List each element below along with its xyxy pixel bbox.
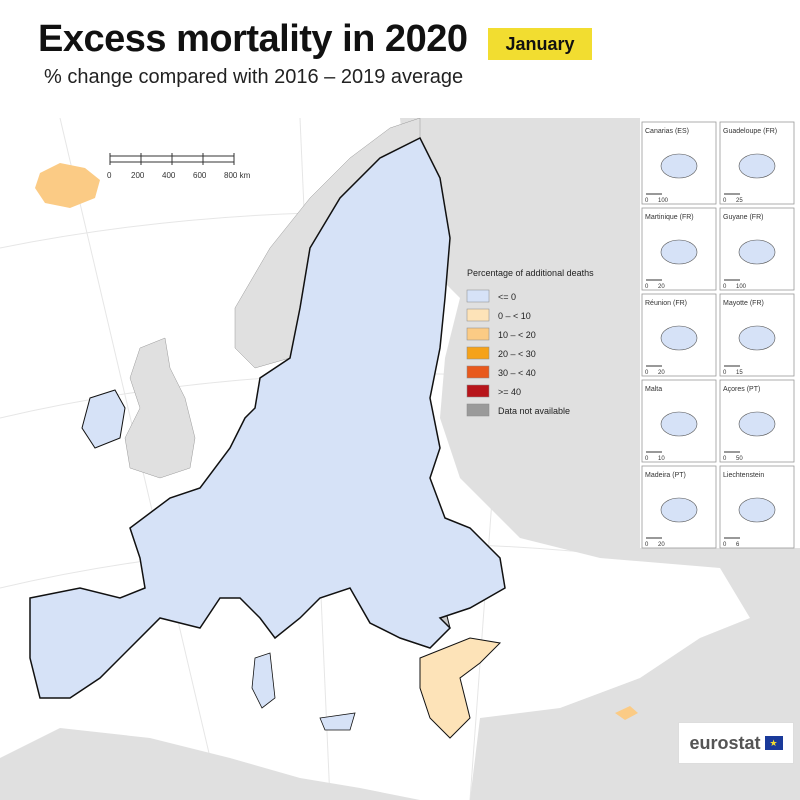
- inset-scale-end: 20: [658, 542, 665, 548]
- inset-map: Martinique (FR) 0 20: [641, 207, 717, 291]
- scale-tick-1: 200: [131, 171, 145, 180]
- country-iceland: [35, 163, 100, 208]
- inset-map: Réunion (FR) 0 20: [641, 293, 717, 377]
- inset-scale-start: 0: [645, 284, 649, 290]
- inset-scale-start: 0: [645, 456, 649, 462]
- inset-map: Liechtenstein 0 6: [719, 465, 795, 549]
- inset-label: Madeira (PT): [645, 472, 686, 479]
- inset-label: Mayotte (FR): [723, 300, 764, 307]
- legend-swatch: [466, 365, 490, 379]
- country-cyprus: [615, 706, 638, 720]
- inset-label: Liechtenstein: [723, 472, 764, 479]
- inset-label: Martinique (FR): [645, 214, 694, 221]
- legend: Percentage of additional deaths <= 0 0 – …: [466, 268, 594, 417]
- inset-label: Guadeloupe (FR): [723, 128, 777, 135]
- inset-scale-end: 6: [736, 542, 740, 548]
- legend-swatch: [466, 289, 490, 303]
- inset-territory: [660, 239, 698, 265]
- inset-scale-end: 20: [658, 370, 665, 376]
- inset-territory: [738, 153, 776, 179]
- inset-label: Canarias (ES): [645, 128, 689, 135]
- inset-scale-start: 0: [723, 198, 727, 204]
- inset-scale-end: 100: [736, 284, 747, 290]
- legend-label: 10 – < 20: [498, 330, 536, 340]
- scale-bar: 0 200 400 600 800 km: [107, 153, 251, 180]
- legend-swatch: [466, 327, 490, 341]
- legend-label: 0 – < 10: [498, 311, 531, 321]
- inset-scale-end: 20: [658, 284, 665, 290]
- inset-scale-start: 0: [645, 370, 649, 376]
- inset-scale-start: 0: [723, 284, 727, 290]
- inset-map: Guyane (FR) 0 100: [719, 207, 795, 291]
- inset-map: Açores (PT) 0 50: [719, 379, 795, 463]
- inset-scale-end: 10: [658, 456, 665, 462]
- inset-territory: [738, 325, 776, 351]
- legend-swatch: [466, 346, 490, 360]
- island-corsica-sardinia: [251, 652, 276, 709]
- map-subtitle: % change compared with 2016 – 2019 avera…: [44, 66, 464, 88]
- inset-territory: [660, 153, 698, 179]
- inset-label: Guyane (FR): [723, 214, 763, 221]
- inset-territory: [660, 325, 698, 351]
- legend-swatch: [466, 308, 490, 322]
- inset-territory: [738, 239, 776, 265]
- inset-scale-start: 0: [645, 542, 649, 548]
- inset-territory: [738, 497, 776, 523]
- inset-scale-start: 0: [723, 456, 727, 462]
- eu-flag-icon: ★: [764, 736, 783, 750]
- inset-map: Mayotte (FR) 0 15: [719, 293, 795, 377]
- legend-label: <= 0: [498, 292, 516, 302]
- legend-swatch: [466, 403, 490, 417]
- legend-label: 30 – < 40: [498, 368, 536, 378]
- legend-label: 20 – < 30: [498, 349, 536, 359]
- scale-tick-4: 800 km: [224, 171, 251, 180]
- inset-label: Açores (PT): [723, 386, 760, 393]
- logo-text: eurostat: [689, 732, 761, 753]
- inset-scale-end: 15: [736, 370, 743, 376]
- inset-scale-start: 0: [723, 370, 727, 376]
- inset-label: Malta: [645, 386, 662, 393]
- inset-territory: [738, 411, 776, 437]
- legend-label: Data not available: [498, 406, 570, 416]
- inset-scale-end: 100: [658, 198, 669, 204]
- country-ireland: [81, 389, 126, 449]
- map-title: Excess mortality in 2020: [38, 18, 468, 60]
- non-eu-land-africa: [0, 728, 420, 800]
- country-uk: [124, 337, 196, 479]
- inset-territory: [660, 497, 698, 523]
- legend-title: Percentage of additional deaths: [467, 268, 594, 278]
- scale-tick-2: 400: [162, 171, 176, 180]
- country-greece: [419, 637, 502, 739]
- month-badge: January: [488, 28, 592, 60]
- eurostat-logo: eurostat ★: [678, 722, 794, 764]
- island-sicily: [319, 712, 356, 731]
- scale-tick-0: 0: [107, 171, 112, 180]
- inset-map: Madeira (PT) 0 20: [641, 465, 717, 549]
- inset-map: Malta 0 10: [641, 379, 717, 463]
- legend-swatch: [466, 384, 490, 398]
- legend-label: >= 40: [498, 387, 521, 397]
- scale-tick-3: 600: [193, 171, 207, 180]
- europe-map: 0 200 400 600 800 km Percentage of addit…: [0, 118, 800, 800]
- inset-map: Canarias (ES) 0 100: [641, 121, 717, 205]
- inset-scale-start: 0: [645, 198, 649, 204]
- inset-scale-end: 50: [736, 456, 743, 462]
- non-eu-land-east: [400, 118, 800, 800]
- inset-scale-start: 0: [723, 542, 727, 548]
- inset-territory: [660, 411, 698, 437]
- eu-le-zero: [29, 136, 506, 699]
- inset-label: Réunion (FR): [645, 300, 687, 307]
- inset-map: Guadeloupe (FR) 0 25: [719, 121, 795, 205]
- inset-scale-end: 25: [736, 198, 743, 204]
